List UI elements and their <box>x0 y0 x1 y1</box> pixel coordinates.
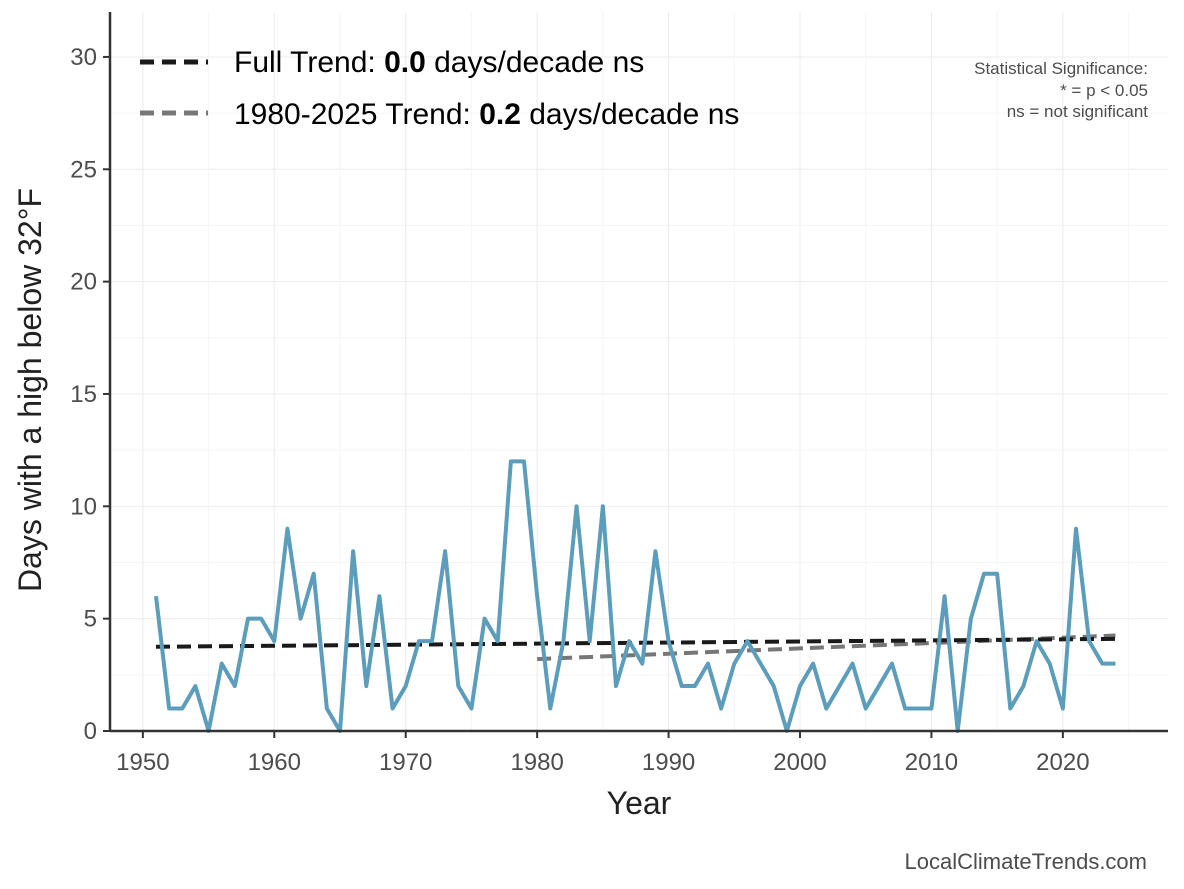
legend-prefix-recent-trend: 1980-2025 Trend: <box>234 98 479 131</box>
x-tick-label: 1970 <box>379 749 432 776</box>
y-axis-title: Days with a high below 32°F <box>12 188 48 592</box>
y-tick-label: 5 <box>84 606 97 633</box>
x-tick-label: 1960 <box>248 749 301 776</box>
legend: Full Trend: 0.0 days/decade ns 1980-2025… <box>140 46 739 131</box>
legend-item-full-trend: Full Trend: 0.0 days/decade ns <box>140 46 644 79</box>
ticks: 0 5 10 15 20 25 30 1950 1960 1970 1980 1990 2000 2010… <box>70 44 1089 776</box>
y-tick-label: 15 <box>70 381 97 408</box>
x-tick-label: 1980 <box>510 749 563 776</box>
y-tick-label: 25 <box>70 156 97 183</box>
x-tick-label: 2000 <box>773 749 826 776</box>
y-tick-label: 20 <box>70 269 97 296</box>
x-tick-label: 2010 <box>905 749 958 776</box>
significance-note-ns: ns = not significant <box>1007 102 1149 121</box>
significance-note-title: Statistical Significance: <box>974 59 1148 78</box>
x-tick-label: 1990 <box>642 749 695 776</box>
significance-note: Statistical Significance: * = p < 0.05 n… <box>974 59 1148 121</box>
series-line-0 <box>154 459 1116 733</box>
legend-suffix-full-trend: days/decade ns <box>426 46 644 79</box>
x-tick-label: 1950 <box>116 749 169 776</box>
axes <box>108 12 1168 733</box>
credit-text: LocalClimateTrends.com <box>905 849 1148 874</box>
x-tick-label: 2020 <box>1036 749 1089 776</box>
legend-suffix-recent-trend: days/decade ns <box>521 98 739 131</box>
legend-value-full-trend: 0.0 <box>384 46 426 79</box>
trend-line-full <box>155 636 1116 649</box>
legend-prefix-full-trend: Full Trend: <box>234 46 384 79</box>
legend-label-recent-trend: 1980-2025 Trend: 0.2 days/decade ns <box>234 98 739 131</box>
legend-value-recent-trend: 0.2 <box>479 98 521 131</box>
grid <box>110 12 1168 732</box>
y-tick-label: 30 <box>70 44 97 71</box>
trend-line-recent <box>537 633 1116 662</box>
legend-item-recent-trend: 1980-2025 Trend: 0.2 days/decade ns <box>140 98 739 131</box>
trend-lines <box>155 633 1116 662</box>
y-tick-label: 0 <box>84 718 97 745</box>
data-series <box>154 459 1116 733</box>
legend-label-full-trend: Full Trend: 0.0 days/decade ns <box>234 46 644 79</box>
significance-note-star: * = p < 0.05 <box>1060 81 1148 100</box>
x-axis-title: Year <box>607 785 672 821</box>
y-tick-label: 10 <box>70 493 97 520</box>
